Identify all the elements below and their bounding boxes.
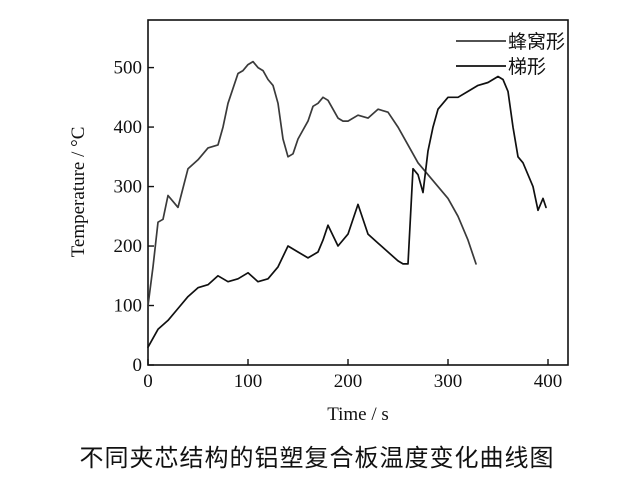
x-tick-label: 300 — [434, 371, 463, 392]
x-tick-label: 0 — [143, 371, 153, 392]
series-line-2 — [147, 75, 547, 349]
legend-label: 梯形 — [508, 56, 546, 78]
y-tick-label: 0 — [133, 355, 143, 376]
y-tick-label: 400 — [114, 117, 143, 138]
plot-frame — [147, 19, 569, 366]
x-axis-ticks: 0 100 200 300 400 — [143, 359, 562, 392]
y-tick-label: 200 — [114, 236, 143, 257]
y-tick-label: 100 — [114, 296, 143, 317]
y-tick-label: 500 — [114, 58, 143, 79]
legend-label: 蜂窝形 — [508, 31, 565, 53]
x-tick-label: 100 — [234, 371, 263, 392]
series-layer — [147, 60, 547, 349]
figure-caption: 不同夹芯结构的铝塑复合板温度变化曲线图 — [79, 444, 555, 472]
x-tick-label: 200 — [334, 371, 363, 392]
x-axis-title: Time / s — [327, 404, 389, 425]
x-tick-label: 400 — [534, 371, 563, 392]
y-tick-label: 300 — [114, 177, 143, 198]
series-line-1 — [147, 60, 477, 307]
y-axis-title: Temperature / °C — [68, 127, 89, 258]
y-axis-ticks: 0 100 200 300 400 500 — [114, 58, 154, 376]
